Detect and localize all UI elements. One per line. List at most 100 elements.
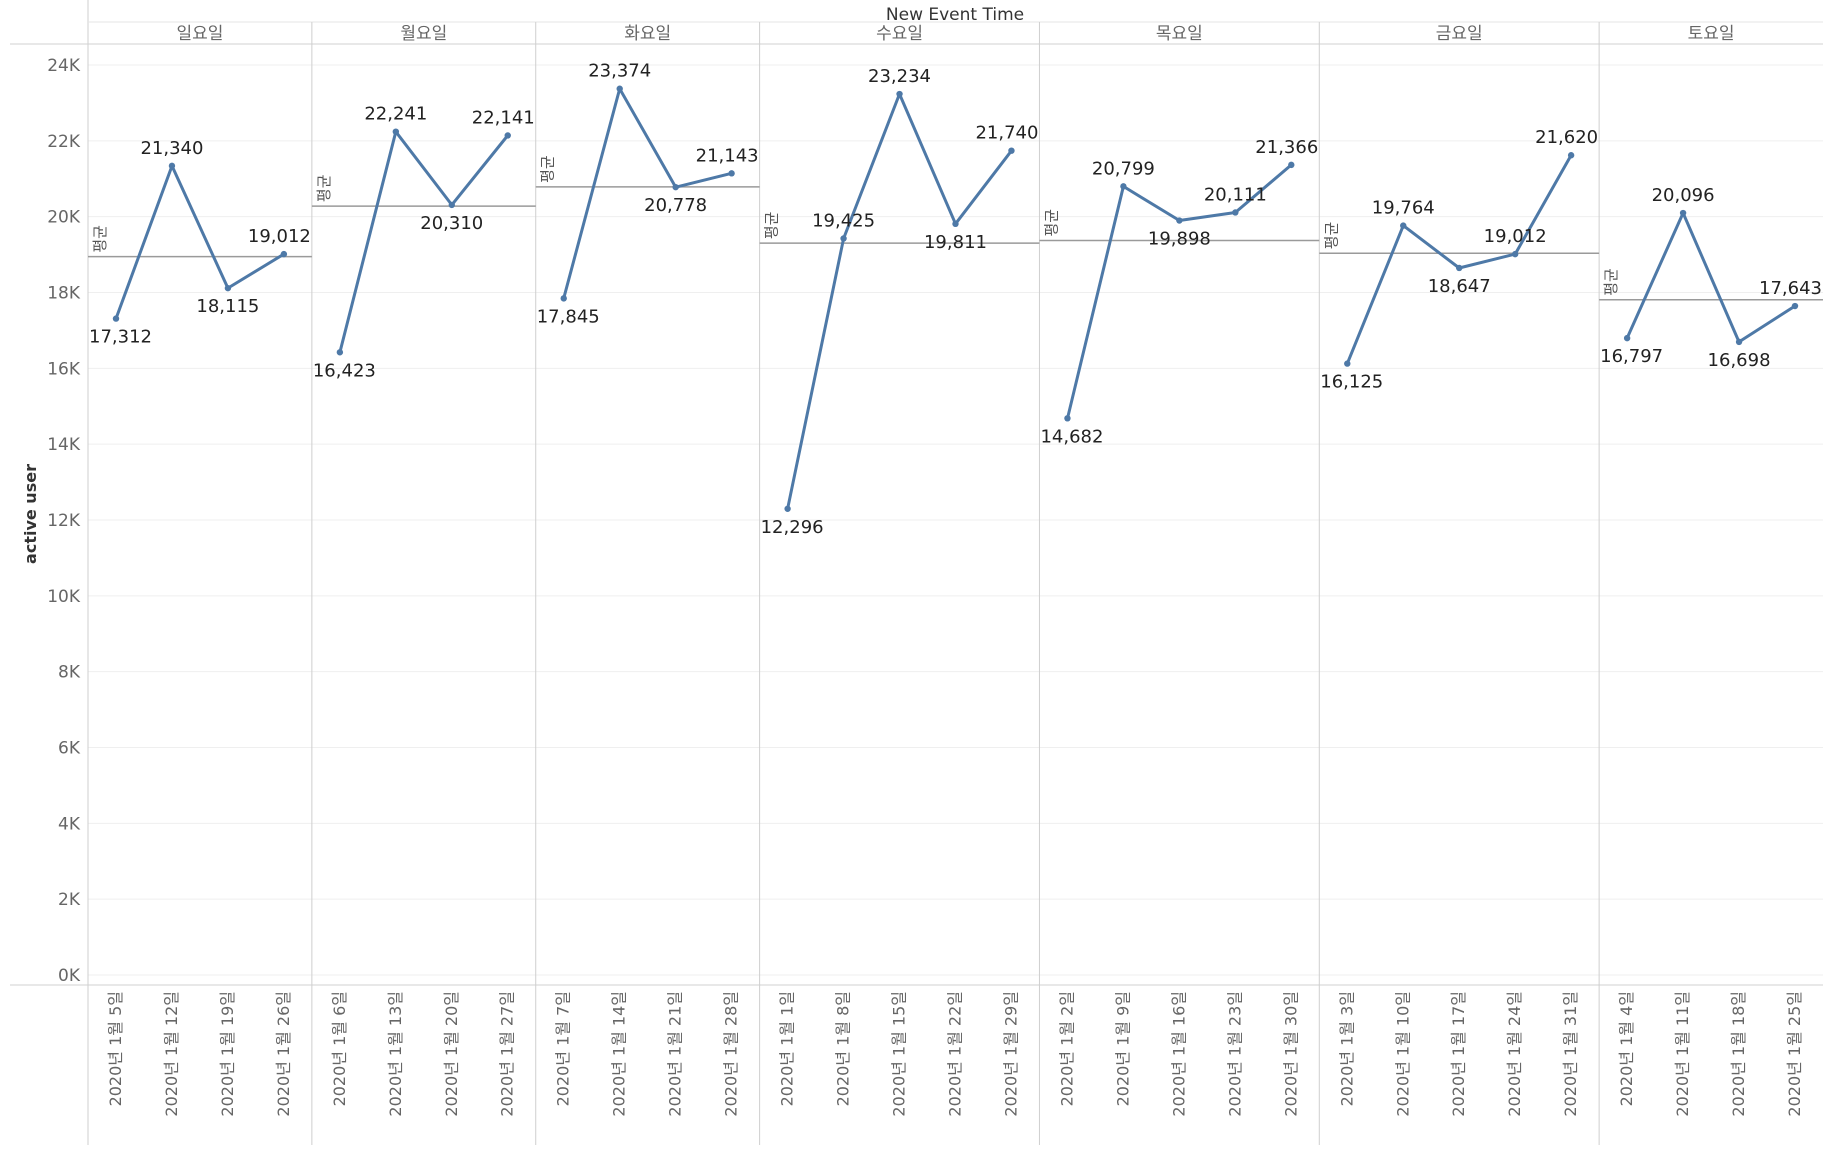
data-label: 21,620: [1535, 127, 1598, 148]
x-tick-label: 2020년 1월 9일: [1113, 991, 1132, 1106]
y-axis-label: active user: [21, 464, 40, 564]
data-label: 20,111: [1204, 184, 1267, 205]
data-labels: 17,312 21,340 18,115 19,012 16,423 22,241 20,3…: [89, 61, 1822, 538]
data-label: 21,740: [975, 123, 1038, 144]
series-line: [1625, 211, 1796, 344]
x-tick-label: 2020년 1월 25일: [1785, 991, 1804, 1117]
data-label: 19,425: [812, 210, 875, 231]
y-tick-label: 8K: [58, 663, 81, 683]
x-tick-label: 2020년 1월 27일: [498, 991, 517, 1117]
data-point: [1176, 217, 1183, 224]
x-tick-label: 2020년 1월 7일: [554, 991, 573, 1106]
data-label: 20,778: [644, 195, 707, 216]
data-label: 16,698: [1708, 350, 1771, 371]
data-label: 20,310: [420, 213, 483, 234]
x-tick-label: 2020년 1월 14일: [610, 991, 629, 1117]
chart-title: New Event Time: [886, 5, 1024, 25]
x-tick-label: 2020년 1월 28일: [722, 991, 741, 1117]
series-line: [1345, 154, 1573, 365]
x-tick-label: 2020년 1월 18일: [1729, 991, 1748, 1117]
x-tick-label: 2020년 1월 31일: [1561, 991, 1580, 1117]
x-tick-label: 2020년 1월 4일: [1617, 991, 1636, 1106]
data-point: [1344, 360, 1351, 367]
x-tick-label: 2020년 1월 8일: [834, 991, 853, 1106]
data-point: [1679, 209, 1687, 217]
axis-ticks: 0K 2K 4K 6K 8K 10K 12K 14K 16K 18K 20K 22K 24K 일요일 202…: [47, 24, 1804, 1117]
data-label: 22,241: [364, 104, 427, 125]
data-label: 19,811: [924, 232, 987, 253]
data-point: [224, 284, 232, 292]
x-tick-label: 2020년 1월 16일: [1169, 991, 1188, 1117]
data-label: 23,374: [588, 61, 651, 82]
y-tick-label: 0K: [58, 966, 81, 986]
data-label: 23,234: [868, 66, 931, 87]
panel-header: 금요일: [1436, 24, 1483, 44]
data-point: [1064, 415, 1071, 422]
data-label: 20,799: [1092, 158, 1155, 179]
data-label: 18,115: [196, 296, 259, 317]
data-point: [1232, 209, 1239, 216]
data-point: [1456, 264, 1463, 272]
panel-header: 월요일: [400, 24, 447, 44]
y-tick-label: 6K: [58, 739, 81, 759]
data-label: 17,312: [89, 327, 152, 348]
data-label: 19,898: [1148, 229, 1211, 250]
x-tick-label: 2020년 1월 30일: [1281, 991, 1300, 1117]
data-point: [392, 128, 400, 135]
data-point: [952, 220, 959, 228]
data-point: [784, 505, 791, 512]
x-tick-label: 2020년 1월 6일: [330, 991, 349, 1106]
x-tick-label: 2020년 1월 10일: [1393, 991, 1412, 1117]
average-label: 평균: [1042, 209, 1060, 237]
data-label: 17,845: [537, 306, 600, 327]
data-point: [728, 170, 735, 177]
data-label: 19,012: [1484, 226, 1547, 247]
data-label: 19,764: [1372, 198, 1435, 219]
data-label: 22,141: [472, 107, 535, 128]
data-point: [1511, 250, 1519, 258]
data-label: 17,643: [1759, 278, 1822, 299]
data-label: 14,682: [1040, 426, 1103, 447]
data-point: [672, 183, 679, 191]
data-point: [1288, 161, 1295, 169]
x-tick-label: 2020년 1월 21일: [666, 991, 685, 1117]
x-tick-label: 2020년 1월 13일: [386, 991, 405, 1117]
y-tick-label: 2K: [58, 890, 81, 910]
y-tick-label: 20K: [47, 208, 81, 228]
y-tick-label: 12K: [47, 511, 81, 531]
x-tick-label: 2020년 1월 19일: [218, 991, 237, 1117]
x-tick-label: 2020년 1월 12일: [162, 991, 181, 1117]
data-point: [840, 235, 847, 242]
panel-header: 목요일: [1156, 24, 1203, 44]
x-tick-label: 2020년 1월 22일: [946, 991, 965, 1117]
data-point: [1791, 302, 1799, 310]
x-tick-label: 2020년 1월 3일: [1337, 991, 1356, 1106]
data-label: 21,340: [140, 138, 203, 159]
x-tick-label: 2020년 1월 1일: [778, 991, 797, 1106]
panel-frames: [10, 0, 1823, 1145]
y-tick-label: 4K: [58, 814, 81, 834]
data-label: 21,143: [696, 145, 759, 166]
y-tick-label: 10K: [47, 587, 81, 607]
panel-header: 수요일: [876, 24, 923, 44]
x-tick-label: 2020년 1월 26일: [274, 991, 293, 1117]
average-label: 평균: [315, 174, 333, 202]
x-tick-label: 2020년 1월 2일: [1058, 991, 1077, 1106]
x-tick-label: 2020년 1월 23일: [1225, 991, 1244, 1117]
panel-header: 화요일: [624, 24, 671, 44]
y-tick-label: 18K: [47, 284, 81, 304]
data-point: [448, 201, 455, 209]
y-tick-label: 22K: [47, 132, 81, 152]
data-label: 16,797: [1600, 346, 1663, 367]
x-tick-label: 2020년 1월 20일: [442, 991, 461, 1117]
data-point: [1623, 334, 1631, 342]
data-label: 16,125: [1320, 372, 1383, 393]
x-tick-label: 2020년 1월 17일: [1449, 991, 1468, 1117]
data-point: [336, 349, 344, 356]
x-tick-label: 2020년 1월 15일: [890, 991, 909, 1117]
series-line: [786, 92, 1013, 510]
data-point: [168, 162, 176, 170]
y-tick-label: 14K: [47, 435, 81, 455]
